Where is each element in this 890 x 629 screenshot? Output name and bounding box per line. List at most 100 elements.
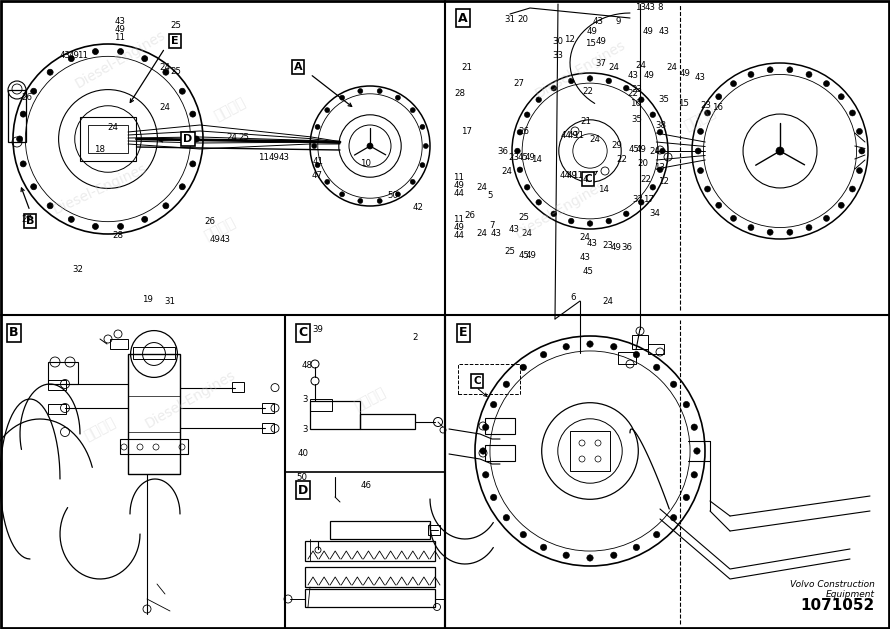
Circle shape [731, 81, 737, 87]
Text: 33: 33 [553, 52, 563, 60]
Text: 44: 44 [454, 189, 465, 198]
Text: 10: 10 [360, 159, 371, 167]
Circle shape [587, 555, 594, 561]
Text: B: B [26, 216, 34, 226]
Circle shape [117, 48, 124, 55]
Text: 28: 28 [455, 89, 465, 99]
Text: 31: 31 [505, 16, 515, 25]
Circle shape [536, 199, 541, 205]
Circle shape [563, 552, 570, 559]
Circle shape [377, 199, 382, 203]
Text: 14: 14 [598, 184, 610, 194]
Text: Diesel-Engines: Diesel-Engines [532, 37, 627, 101]
Circle shape [698, 167, 703, 174]
Circle shape [653, 532, 659, 538]
Text: 13: 13 [654, 162, 666, 172]
Text: 36: 36 [498, 147, 508, 155]
Text: 50: 50 [296, 472, 308, 482]
Text: 29: 29 [611, 140, 622, 150]
Circle shape [490, 401, 497, 408]
Text: 25: 25 [171, 67, 182, 75]
Circle shape [179, 88, 185, 94]
Text: D: D [183, 134, 192, 144]
Text: 44: 44 [454, 230, 465, 240]
Circle shape [806, 225, 812, 230]
Text: 49: 49 [454, 223, 465, 231]
Text: 11: 11 [115, 33, 125, 43]
Circle shape [190, 161, 196, 167]
Circle shape [190, 111, 196, 117]
Text: 45: 45 [582, 267, 594, 276]
Text: 43: 43 [659, 26, 669, 35]
Text: 43: 43 [579, 253, 590, 262]
Text: 30: 30 [553, 36, 563, 45]
Text: 25: 25 [505, 247, 515, 257]
Bar [485, 445, 515, 461]
Text: 44: 44 [561, 130, 571, 140]
Bar [632, 335, 648, 349]
Circle shape [410, 179, 416, 184]
Text: 37: 37 [595, 58, 606, 67]
Circle shape [716, 203, 722, 208]
Circle shape [410, 108, 416, 113]
Text: 36: 36 [621, 243, 633, 252]
Text: 24: 24 [476, 230, 488, 238]
Bar [80, 117, 136, 161]
Circle shape [716, 94, 722, 100]
Text: 18: 18 [94, 145, 106, 153]
Text: 43: 43 [60, 52, 70, 60]
Text: 1071052: 1071052 [801, 598, 875, 613]
Text: 49: 49 [643, 70, 654, 79]
Circle shape [650, 184, 656, 190]
Text: 12: 12 [564, 35, 576, 43]
Text: 32: 32 [72, 265, 84, 274]
Text: 32: 32 [633, 194, 643, 204]
Circle shape [420, 162, 425, 167]
Bar [310, 401, 360, 429]
Bar [262, 403, 274, 413]
Text: Diesel-Engines: Diesel-Engines [142, 367, 238, 431]
Text: 24: 24 [589, 135, 601, 143]
Circle shape [47, 69, 53, 75]
Bar [110, 339, 128, 349]
Text: 紫发动机: 紫发动机 [352, 385, 388, 413]
Text: 19: 19 [142, 294, 152, 304]
Bar [232, 382, 244, 392]
Text: Volvo Construction: Volvo Construction [790, 580, 875, 589]
Circle shape [20, 111, 26, 117]
Circle shape [20, 161, 26, 167]
Circle shape [540, 352, 546, 358]
Circle shape [748, 225, 754, 230]
Text: 11: 11 [573, 130, 585, 140]
Circle shape [524, 112, 530, 118]
Text: 16: 16 [630, 99, 642, 108]
Text: 紫发动机: 紫发动机 [682, 105, 718, 133]
Text: 5: 5 [487, 191, 493, 199]
Circle shape [684, 494, 690, 501]
Text: 24: 24 [108, 123, 118, 131]
Text: 45: 45 [628, 145, 640, 155]
Circle shape [142, 55, 148, 62]
Circle shape [377, 89, 382, 94]
Circle shape [823, 81, 829, 87]
Circle shape [536, 97, 541, 103]
Text: 2: 2 [412, 333, 417, 343]
Circle shape [611, 343, 617, 350]
Circle shape [650, 112, 656, 118]
Circle shape [767, 67, 773, 73]
Text: 紫发动机: 紫发动机 [212, 95, 248, 123]
Text: Diesel-Engines: Diesel-Engines [513, 177, 608, 241]
Text: 34: 34 [650, 209, 660, 218]
Circle shape [315, 162, 320, 167]
Text: 3: 3 [303, 394, 308, 403]
Circle shape [698, 128, 703, 135]
Bar [618, 352, 636, 364]
Text: 43: 43 [115, 16, 125, 26]
Circle shape [569, 78, 574, 84]
Circle shape [638, 199, 644, 205]
Circle shape [30, 184, 36, 190]
Text: 24: 24 [226, 133, 238, 142]
Circle shape [624, 211, 629, 216]
Circle shape [767, 229, 773, 235]
Circle shape [587, 75, 593, 81]
